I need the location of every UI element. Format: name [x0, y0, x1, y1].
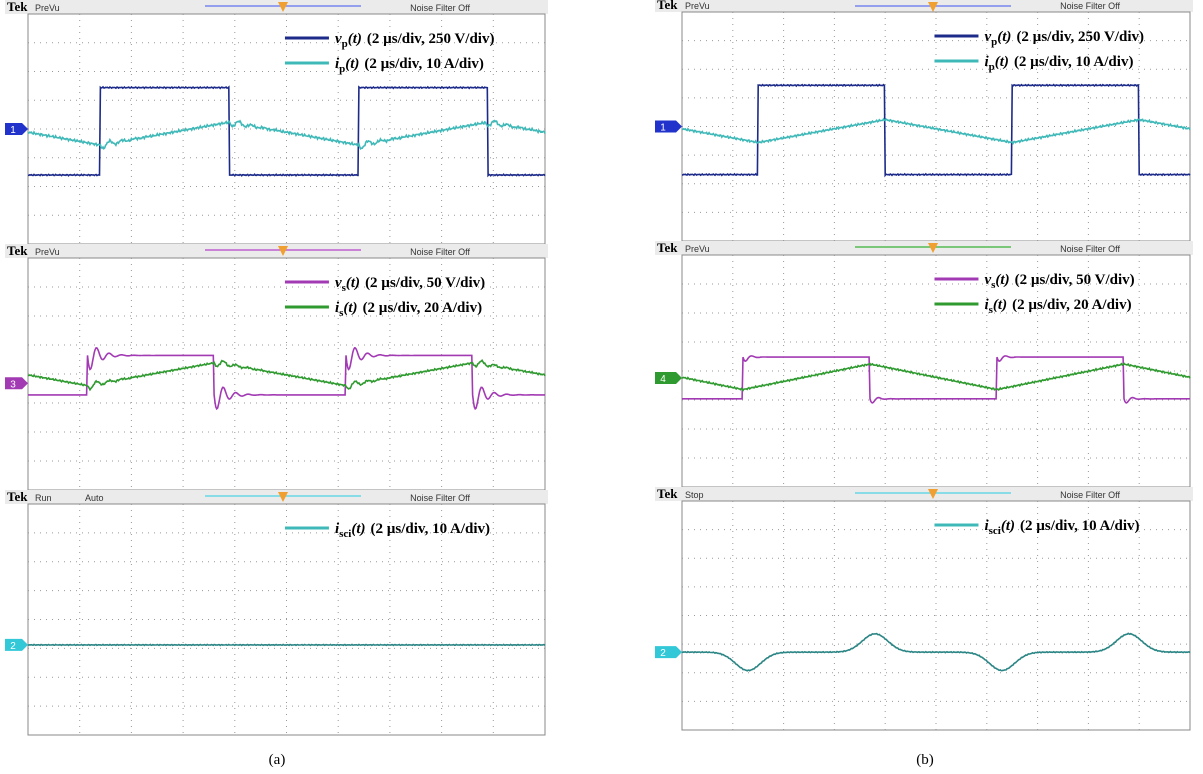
legend-subscript: sci: [339, 528, 351, 540]
channel-marker: [5, 377, 28, 389]
brand: Tek: [7, 243, 28, 258]
waveform: [28, 645, 545, 646]
legend-scale: (2 µs/div, 250 V/div): [1016, 29, 1144, 45]
noise-filter: Noise Filter Off: [410, 493, 470, 503]
channel-number: 2: [660, 648, 666, 659]
noise-filter: Noise Filter Off: [1060, 490, 1120, 500]
legend-argument: (t): [997, 29, 1011, 45]
status: PreVu: [35, 247, 60, 257]
caption: (a): [269, 752, 286, 768]
legend-scale: (2 µs/div, 10 A/div): [1014, 54, 1134, 70]
legend-argument: (t): [993, 297, 1007, 313]
legend-argument: (t): [346, 275, 360, 291]
brand: Tek: [657, 0, 678, 12]
legend-scale: (2 µs/div, 250 V/div): [367, 31, 495, 47]
screen: [682, 255, 1190, 487]
legend-scale: (2 µs/div, 10 A/div): [364, 56, 484, 72]
channel-marker: [655, 646, 682, 658]
status: PreVu: [35, 3, 60, 13]
figure: TekPreVuNoise Filter Off1vp(t)(2 µs/div,…: [0, 0, 1203, 774]
legend-argument: (t): [1001, 518, 1015, 534]
status: Stop: [685, 490, 704, 500]
legend-argument: (t): [995, 272, 1009, 288]
channel-number: 3: [10, 379, 16, 390]
legend-scale: (2 µs/div, 50 V/div): [1015, 272, 1135, 288]
brand: Tek: [7, 0, 28, 14]
status: PreVu: [685, 244, 710, 254]
noise-filter: Noise Filter Off: [410, 247, 470, 257]
channel-marker: [655, 372, 682, 384]
legend-scale: (2 µs/div, 10 A/div): [1020, 518, 1140, 534]
legend-argument: (t): [343, 300, 357, 316]
legend-argument: (t): [348, 31, 362, 47]
status: PreVu: [685, 1, 710, 11]
channel-marker: [655, 121, 682, 133]
legend-argument: (t): [995, 54, 1009, 70]
status: Run: [35, 493, 52, 503]
legend-scale: (2 µs/div, 50 V/div): [365, 275, 485, 291]
legend-subscript: sci: [989, 525, 1001, 537]
noise-filter: Noise Filter Off: [1060, 1, 1120, 11]
legend-argument: (t): [345, 56, 359, 72]
legend-scale: (2 µs/div, 20 A/div): [363, 300, 483, 316]
channel-number: 4: [660, 374, 666, 385]
brand: Tek: [657, 486, 678, 501]
legend-argument: (t): [351, 521, 365, 537]
legend-scale: (2 µs/div, 10 A/div): [371, 521, 491, 537]
noise-filter: Noise Filter Off: [1060, 244, 1120, 254]
mode: Auto: [85, 493, 104, 503]
legend-scale: (2 µs/div, 20 A/div): [1012, 297, 1132, 313]
channel-marker: [5, 123, 28, 135]
channel-number: 1: [660, 123, 666, 134]
brand: Tek: [7, 489, 28, 504]
noise-filter: Noise Filter Off: [410, 3, 470, 13]
caption: (b): [916, 752, 934, 768]
channel-marker: [5, 639, 28, 651]
brand: Tek: [657, 240, 678, 255]
channel-number: 2: [10, 641, 16, 652]
channel-number: 1: [10, 125, 16, 136]
